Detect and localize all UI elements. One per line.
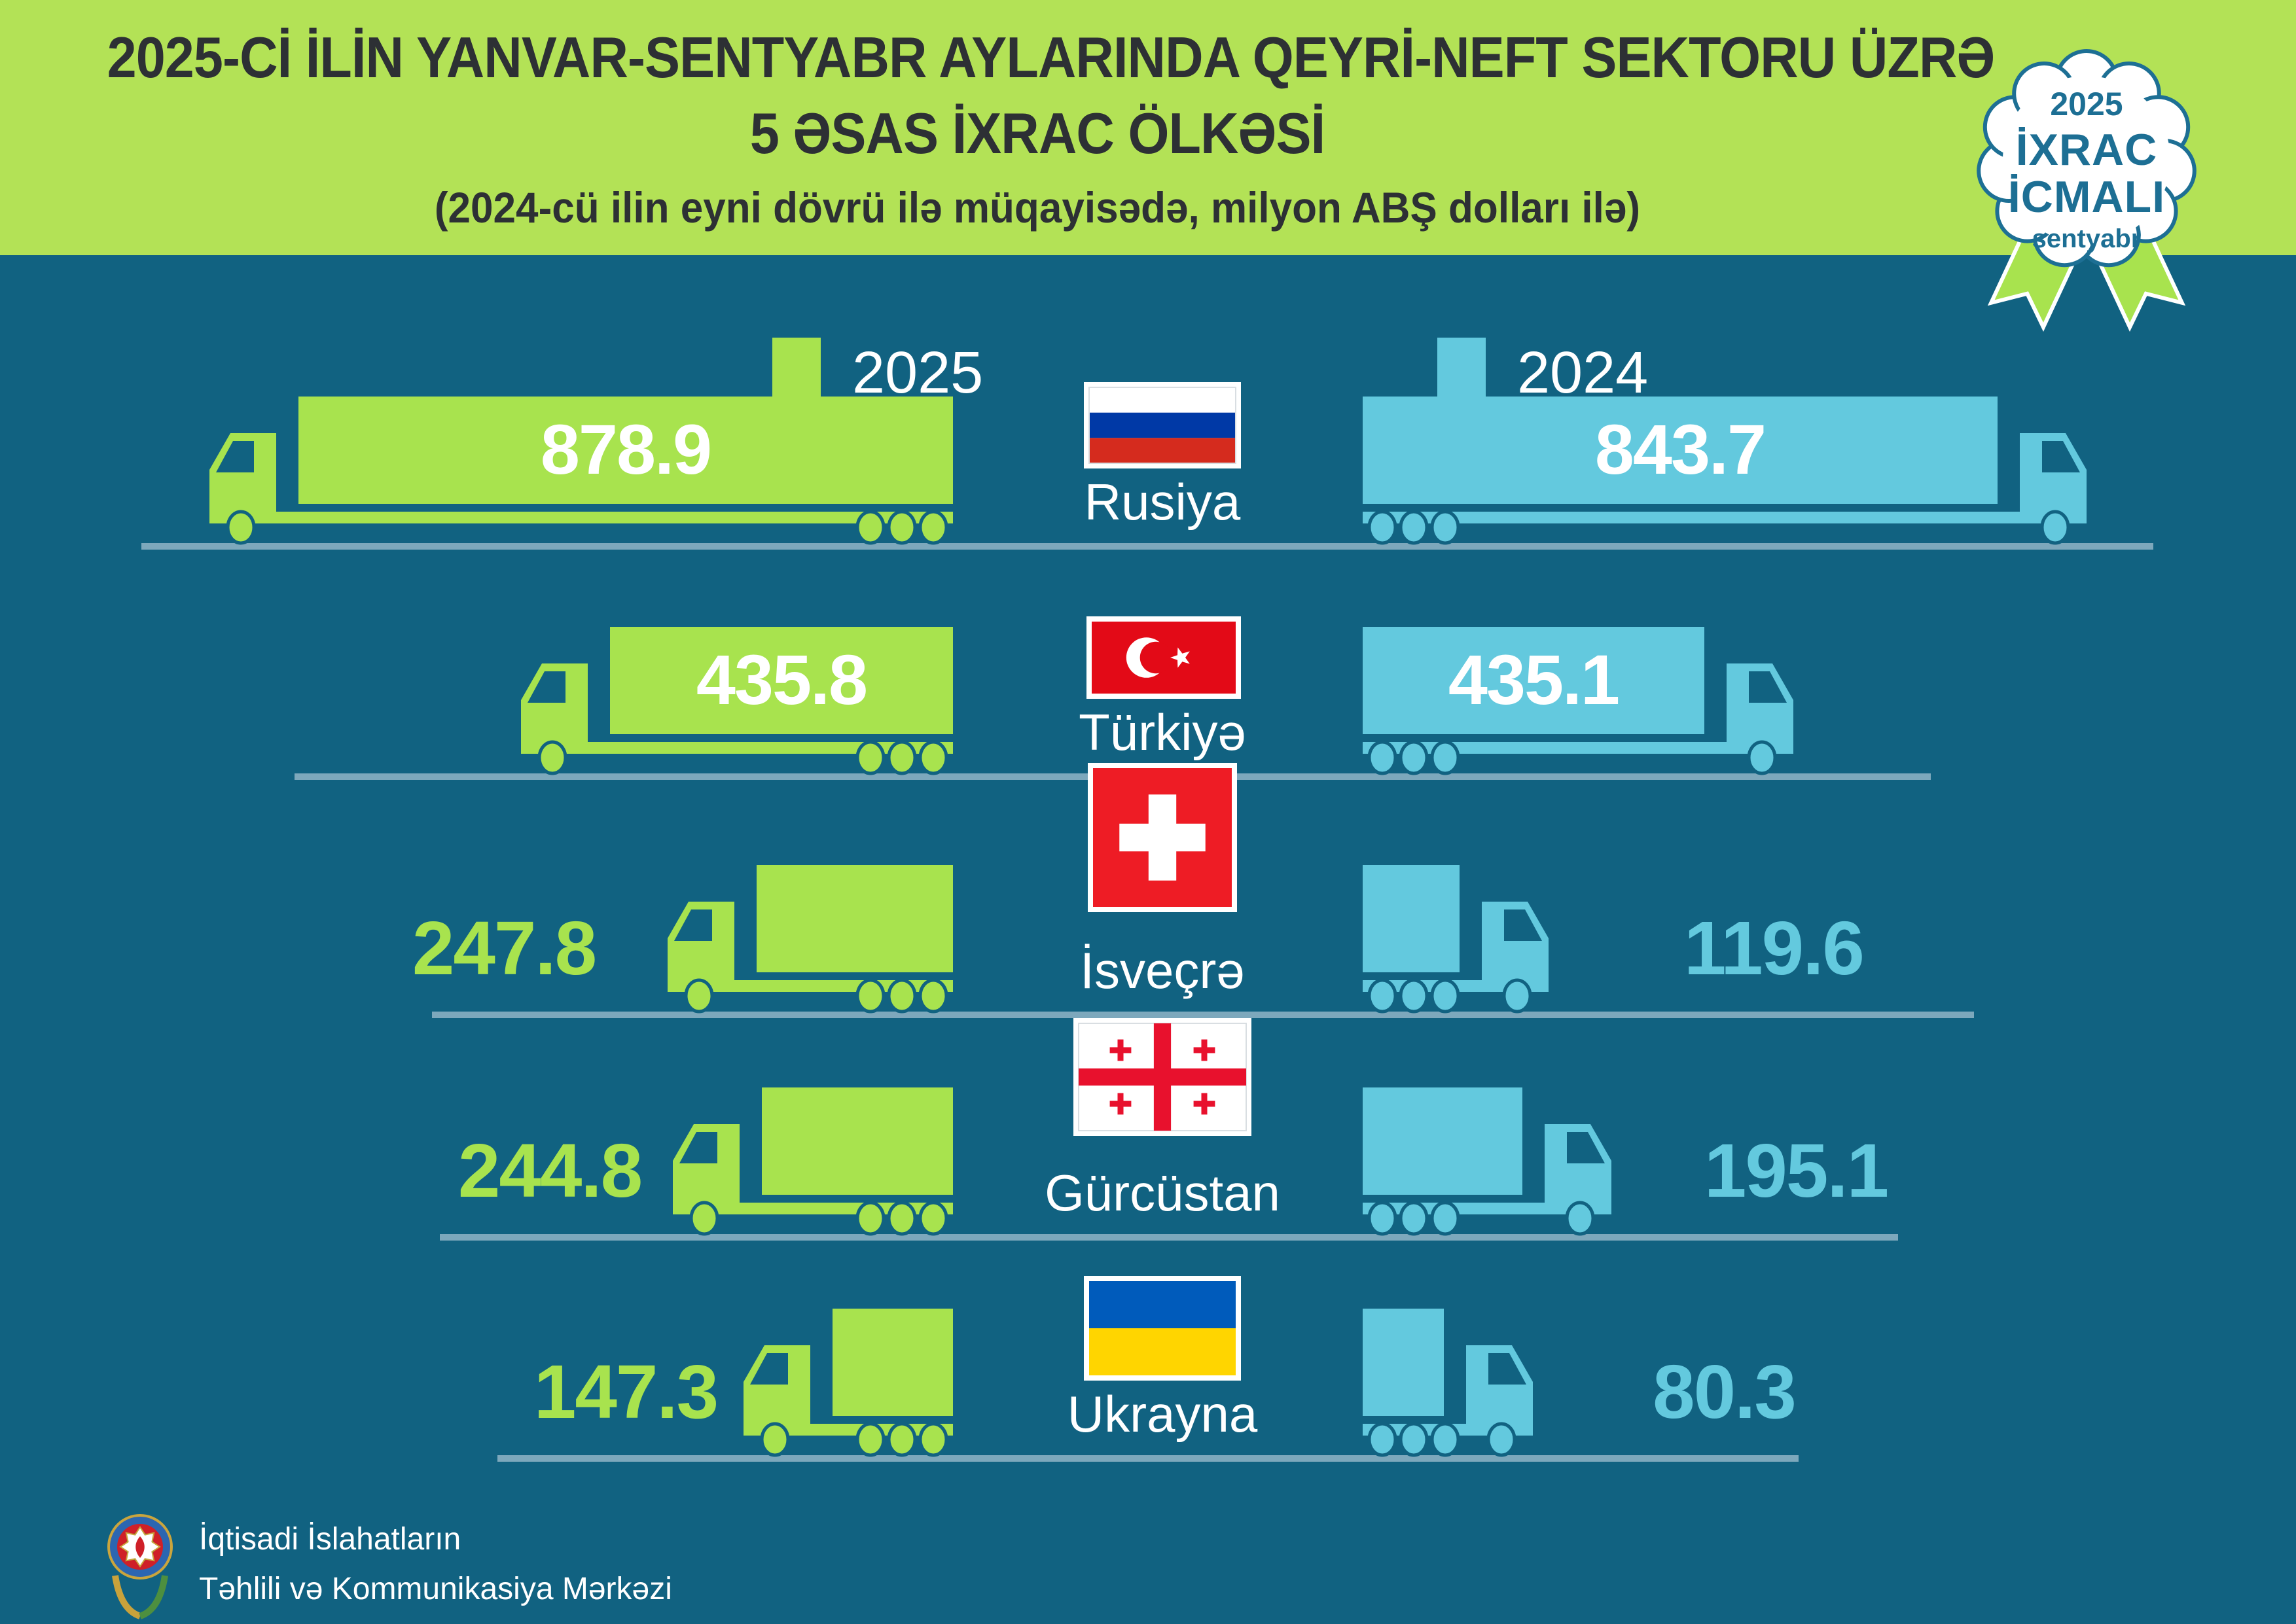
road-line-ukraine [497,1455,1799,1462]
truck-2024-turkey [1355,619,1801,789]
truck-2025-georgia [665,1080,961,1250]
country-label-switzerland: İsveçrə [1080,944,1245,1000]
value-2024-russia: 843.7 [1594,411,1767,489]
flag-switzerland-icon [1088,763,1237,912]
flag-georgia-icon [1073,1018,1251,1136]
value-2025-georgia: 244.8 [457,1129,643,1214]
flag-russia-icon [1084,382,1241,468]
truck-2025-ukraine [736,1301,961,1471]
value-2025-turkey: 435.8 [696,641,868,720]
legend-label-2024: 2024 [1517,339,1649,406]
legend: 2025 2024 [0,330,2296,421]
value-2024-georgia: 195.1 [1704,1129,1889,1214]
country-label-georgia: Gürcüstan [1045,1166,1280,1222]
export-review-badge: 2025 İXRAC İCMALI sentyabr [1949,26,2224,340]
truck-2025-turkey [513,619,961,789]
truck-2024-russia [1355,389,2094,559]
value-2025-switzerland: 247.8 [412,906,597,991]
footer-org-line1: İqtisadi İslahatların [199,1522,461,1557]
state-emblem-icon [107,1514,173,1619]
flag-turkey-icon [1086,616,1241,699]
badge-year: 2025 [2050,86,2123,123]
page-subtitle: (2024-cü ilin eyni dövrü ilə müqayisədə,… [434,183,1641,232]
truck-2024-ukraine [1355,1301,1541,1471]
truck-2025-switzerland [660,857,961,1027]
rosette-seal-icon [1977,49,2197,332]
truck-2025-russia [202,389,961,559]
footer-org-name: İqtisadi İslahatların Təhlili və Kommuni… [199,1515,672,1615]
value-2025-russia: 878.9 [540,411,712,489]
page-title-line1: 2025-Cİ İLİN YANVAR-SENTYABR AYLARINDA Q… [107,26,1996,90]
value-2024-switzerland: 119.6 [1684,906,1865,991]
badge-month: sentyabr [2032,225,2142,254]
country-label-turkey: Türkiyə [1079,705,1246,762]
footer-org-line2: Təhlili və Kommunikasiya Mərkəzi [199,1572,672,1607]
footer: İqtisadi İslahatların Təhlili və Kommuni… [105,1500,672,1620]
value-2025-ukraine: 147.3 [533,1350,719,1435]
truck-2024-switzerland [1355,857,1556,1027]
flag-ukraine-icon [1084,1276,1241,1381]
country-label-ukraine: Ukrayna [1067,1387,1258,1443]
page-title-line2: 5 ƏSAS İXRAC ÖLKƏSİ [749,102,1325,166]
road-line-switzerland [432,1012,1974,1018]
badge-title-line2: İCMALI [2007,173,2166,222]
legend-label-2025: 2025 [852,339,984,406]
value-2024-ukraine: 80.3 [1653,1350,1797,1435]
value-2024-turkey: 435.1 [1448,641,1620,720]
road-line-georgia [440,1234,1898,1241]
header-band: 2025-Cİ İLİN YANVAR-SENTYABR AYLARINDA Q… [0,0,2296,255]
country-label-russia: Rusiya [1084,475,1241,531]
badge-title-line1: İXRAC [2015,126,2158,175]
truck-2024-georgia [1355,1080,1619,1250]
road-line-russia [141,543,2153,550]
